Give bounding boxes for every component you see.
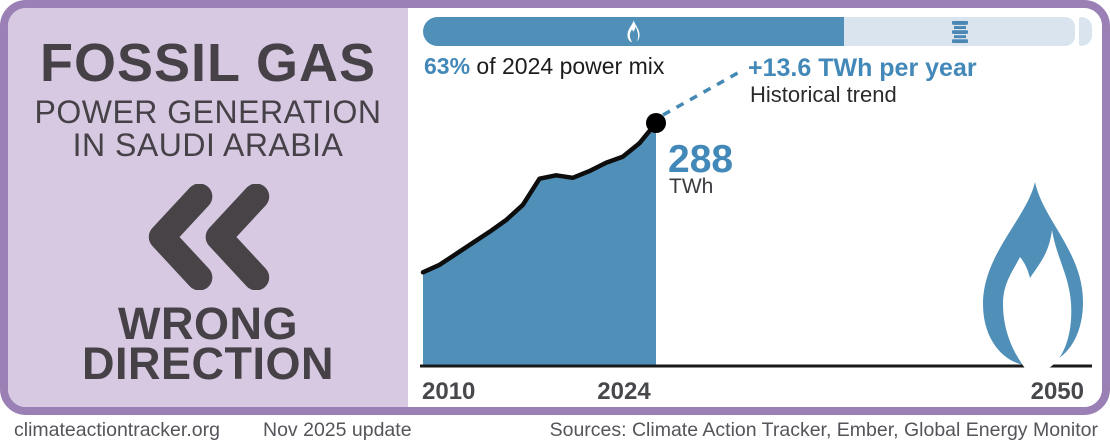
latest-value: 288 — [668, 138, 734, 181]
sources: Sources: Climate Action Tracker, Ember, … — [549, 419, 1098, 441]
trend-dashed-line — [662, 68, 744, 117]
footer: climateactiontracker.org Nov 2025 update… — [0, 415, 1110, 444]
verdict-text: WRONG DIRECTION — [8, 298, 408, 389]
history-line — [420, 120, 659, 275]
gas-flame-icon — [983, 182, 1083, 371]
subtitle-line-1: POWER GENERATION — [34, 94, 382, 130]
power-mix-bar — [423, 17, 1092, 46]
latest-point-marker — [646, 113, 666, 133]
chart-panel: 63% of 2024 power mix +13.6 TWh per year… — [408, 8, 1102, 407]
mix-segment-oil — [844, 17, 1075, 46]
x-tick-2010: 2010 — [422, 378, 476, 405]
page-subtitle: POWER GENERATION IN SAUDI ARABIA — [8, 96, 408, 162]
flame-icon — [627, 20, 640, 43]
left-panel: FOSSIL GAS POWER GENERATION IN SAUDI ARA… — [8, 8, 408, 407]
latest-unit: TWh — [669, 175, 714, 198]
verdict-line-1: WRONG — [118, 298, 298, 349]
mix-caption-text: of 2024 power mix — [470, 53, 665, 79]
subtitle-line-2: IN SAUDI ARABIA — [72, 127, 344, 163]
x-tick-2050: 2050 — [1030, 378, 1084, 405]
mix-segment-other — [1079, 17, 1092, 46]
oil-barrel-icon — [951, 20, 968, 43]
double-chevron-left-icon — [148, 184, 270, 290]
mix-segment-gas — [423, 17, 845, 46]
x-tick-2024: 2024 — [597, 378, 651, 405]
update-date: Nov 2025 update — [263, 419, 412, 441]
gas-generation-area-chart — [420, 68, 1092, 371]
verdict-line-2: DIRECTION — [82, 338, 334, 389]
card: FOSSIL GAS POWER GENERATION IN SAUDI ARA… — [0, 0, 1110, 415]
mix-caption: 63% of 2024 power mix — [424, 53, 664, 80]
site-name: climateactiontracker.org — [14, 419, 220, 441]
trend-rate-label: +13.6 TWh per year — [748, 54, 977, 82]
mix-share-value: 63% — [424, 53, 471, 79]
area-fill — [423, 123, 656, 366]
page-title: FOSSIL GAS — [39, 33, 377, 93]
trend-sublabel: Historical trend — [750, 82, 897, 107]
